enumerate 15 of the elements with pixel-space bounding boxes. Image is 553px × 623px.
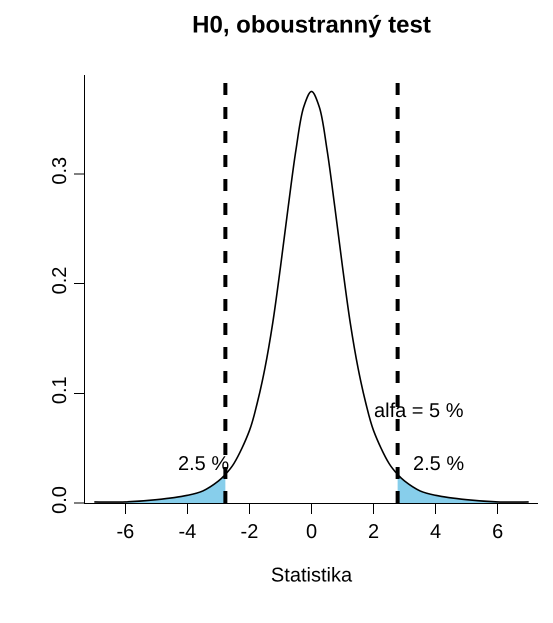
- x-axis-title: Statistika: [270, 564, 353, 586]
- x-tick-label: 0: [306, 521, 318, 543]
- x-tick-label: -4: [178, 521, 196, 543]
- y-tick-label: 0.2: [49, 266, 71, 294]
- x-tick-label: -6: [116, 521, 134, 543]
- annotation: 2.5 %: [413, 453, 464, 475]
- x-tick-label: 2: [368, 521, 380, 543]
- annotation: alfa = 5 %: [374, 400, 464, 422]
- x-tick-label: -2: [240, 521, 258, 543]
- x-tick-label: 6: [492, 521, 504, 543]
- x-tick-label: 4: [430, 521, 442, 543]
- y-tick-label: 0.3: [49, 156, 71, 185]
- chart-title: H0, oboustranný test: [192, 11, 431, 38]
- y-tick-label: 0.0: [49, 486, 71, 514]
- y-tick-label: 0.1: [49, 376, 71, 404]
